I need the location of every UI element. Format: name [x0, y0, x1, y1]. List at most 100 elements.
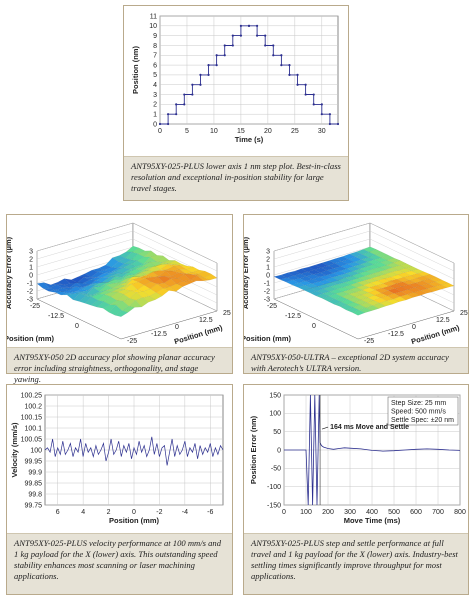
surface-cell [361, 292, 375, 298]
step-plot-panel: 0 1 2 3 4 5 6 7 8 9 10 11 0 5 10 15 20 25 30 Time (s) Positi… [123, 5, 349, 201]
surface-cell [352, 304, 366, 311]
y-tick-label: 11 [150, 13, 157, 20]
step-plot-chart: 0 1 2 3 4 5 6 7 8 9 10 11 0 5 10 15 20 25 30 Time (s) Positi… [131, 13, 340, 144]
z-tick-label: -1 [264, 280, 270, 287]
surface-cell [397, 268, 412, 273]
surface-050-caption: ANT95XY-050 2D accuracy plot showing pla… [7, 347, 232, 384]
y-tick-label: 1 [153, 111, 157, 118]
surface-cell [321, 295, 336, 302]
surface-cell [79, 293, 93, 297]
surface-ultra-panel: 3 2 1 0 -1 -2 -3 Accuracy Error (µm) -25 -12.5 0 Po… [243, 214, 469, 374]
data-point [264, 44, 267, 47]
y-tick-label: 8 [153, 43, 157, 50]
data-point [158, 122, 162, 126]
surface-cell [327, 298, 342, 305]
data-point [312, 103, 315, 106]
y-tick-label: 2 [153, 102, 157, 109]
surface-cell [121, 271, 136, 278]
x-tick-label: 500 [388, 509, 400, 516]
x-axis-label: Position (mm) [7, 334, 55, 343]
z-tick-label: 2 [29, 256, 33, 263]
x-tick-label: 5 [185, 128, 189, 135]
y-tick-label: 9 [153, 33, 157, 40]
surface-cell [71, 276, 85, 283]
surface-cell [164, 276, 178, 279]
surface-cell [125, 251, 139, 261]
data-point [296, 83, 299, 86]
surface-cell [368, 289, 382, 296]
y-axis-label: Velocity (mm/s) [10, 422, 19, 478]
z-tick-label: -1 [27, 280, 33, 287]
data-point [175, 113, 178, 116]
y-axis-label: Position Error (nm) [249, 415, 258, 484]
surface-cell [287, 270, 301, 276]
surface-cell [332, 275, 346, 281]
y-tick-label: -25 [127, 338, 137, 345]
surface-cell [345, 307, 360, 313]
y-tick-label: 25 [460, 310, 468, 317]
data-point [166, 122, 170, 126]
x-tick-label: 30 [318, 128, 326, 135]
y-tick-label: 4 [153, 82, 157, 89]
surface-cell [356, 285, 370, 291]
surface-cell [97, 294, 111, 302]
surface-cell [50, 282, 64, 286]
data-point [280, 54, 283, 57]
data-point [166, 113, 170, 116]
x-tick-label: 10 [210, 128, 218, 135]
x-tick-label: 800 [454, 509, 466, 516]
surface-ultra-caption: ANT95XY-050-ULTRA – exceptional 2D syste… [244, 347, 468, 373]
x-tick-label: -12.5 [285, 313, 301, 320]
surface-cell [342, 253, 356, 260]
x-axis-label: Position (mm) [109, 516, 160, 525]
z-gridline [273, 238, 455, 280]
velocity-panel: 99.75 99.8 99.85 99.9 99.95 100 100.05 100.1 100… [6, 384, 233, 595]
surface-cell [350, 282, 364, 288]
y-tick-label: 100.05 [21, 436, 43, 443]
y-tick-label: 150 [269, 392, 281, 399]
surface-cell [137, 256, 151, 265]
x-tick-label: 700 [432, 509, 444, 516]
x-tick-label: 20 [264, 128, 272, 135]
y-tick-label: -12.5 [388, 331, 404, 338]
x-tick-label: 15 [237, 128, 245, 135]
data-point [328, 122, 332, 126]
z-axis-label: Accuracy Error (µm) [7, 236, 13, 309]
y-tick-label: 50 [273, 429, 281, 436]
x-tick-label: -25 [30, 303, 40, 310]
surface-cell [129, 292, 143, 301]
z-tick-label: -2 [264, 288, 270, 295]
surface-cell [140, 270, 154, 275]
x-tick-label: -4 [182, 509, 188, 516]
x-axis-label: Position (mm) [244, 334, 292, 343]
y-tick-label: 99.85 [24, 480, 42, 487]
data-point [272, 44, 275, 47]
legend-entry: Step Size: 25 mm [391, 400, 446, 407]
z-gridline [36, 222, 218, 264]
surface-cell [280, 272, 294, 278]
surface-cell [77, 276, 91, 284]
y-tick-label: 0 [277, 447, 281, 454]
step-plot-caption: ANT95XY-025-PLUS lower axis 1 nm step pl… [124, 156, 348, 200]
x-tick-label: 4 [81, 509, 85, 516]
y-tick-label: -150 [267, 502, 281, 509]
z-gridline [36, 238, 218, 280]
data-point [247, 24, 251, 27]
surface-cell [133, 272, 148, 277]
y-tick-label: 5 [153, 72, 157, 79]
data-point [215, 54, 218, 57]
surface-cell [370, 276, 384, 281]
x-tick-label: 100 [300, 509, 312, 516]
surface-cell [316, 288, 330, 294]
surface-cell [117, 289, 131, 295]
z-tick-label: 1 [29, 264, 33, 271]
surface-050-panel: 3 2 1 0 -1 -2 -3 Accuracy Error (µm) -25 -12.5 0 Po… [6, 214, 233, 384]
surface-cell [360, 297, 374, 303]
surface-cell [338, 273, 353, 278]
y-tick-label: -50 [271, 466, 281, 473]
data-point [320, 113, 323, 116]
y-tick-label: 25 [223, 310, 231, 317]
x-tick-label: 0 [132, 509, 136, 516]
